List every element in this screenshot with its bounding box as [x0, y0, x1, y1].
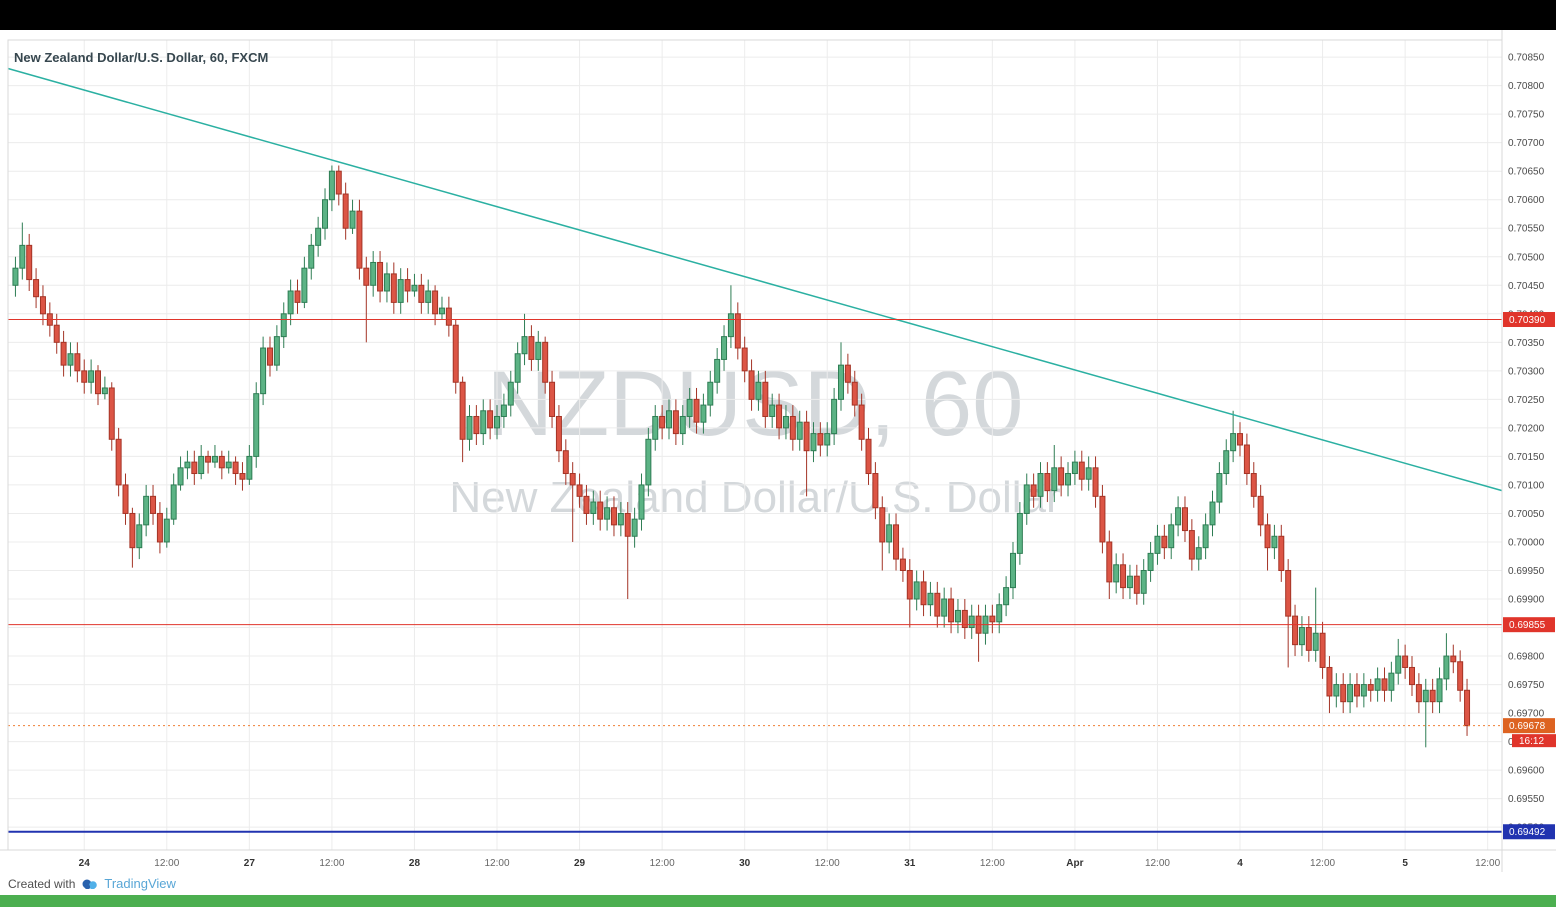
svg-text:0.70650: 0.70650 — [1508, 167, 1545, 178]
svg-text:12:00: 12:00 — [980, 858, 1005, 869]
created-with-label: Created with — [8, 876, 76, 891]
svg-text:27: 27 — [244, 858, 256, 869]
svg-text:0.70450: 0.70450 — [1508, 281, 1545, 292]
tradingview-brand-label: TradingView — [104, 876, 176, 891]
svg-text:5: 5 — [1402, 858, 1408, 869]
svg-text:Apr: Apr — [1066, 858, 1083, 869]
svg-text:0.70200: 0.70200 — [1508, 423, 1545, 434]
candlesticks[interactable] — [12, 165, 1471, 748]
price-chart-canvas[interactable]: NZDUSD, 60 New Zealand Dollar/U.S. Dollar… — [0, 30, 1556, 872]
descending-trendline[interactable] — [7, 67, 1503, 492]
svg-text:0.69700: 0.69700 — [1508, 709, 1545, 720]
svg-text:0.70600: 0.70600 — [1508, 195, 1545, 206]
svg-text:0.69550: 0.69550 — [1508, 794, 1545, 805]
chart-title: New Zealand Dollar/U.S. Dollar, 60, FXCM — [14, 50, 269, 65]
price-axis[interactable]: 0.70850 0.70800 0.70750 0.70700 0.70650 0.706… — [1508, 53, 1545, 834]
svg-text:0.69855: 0.69855 — [1509, 620, 1546, 631]
window-top-bar — [0, 0, 1556, 30]
svg-text:28: 28 — [409, 858, 421, 869]
svg-text:0.70100: 0.70100 — [1508, 480, 1545, 491]
svg-text:0.70390: 0.70390 — [1509, 315, 1546, 326]
svg-text:New Zealand Dollar/U.S. Dollar: New Zealand Dollar/U.S. Dollar — [449, 473, 1060, 522]
svg-text:0.70250: 0.70250 — [1508, 395, 1545, 406]
symbol-watermark: NZDUSD, 60 New Zealand Dollar/U.S. Dollar — [449, 353, 1060, 522]
svg-text:12:00: 12:00 — [815, 858, 840, 869]
svg-text:0.70150: 0.70150 — [1508, 452, 1545, 463]
svg-text:NZDUSD, 60: NZDUSD, 60 — [487, 353, 1024, 455]
svg-text:0.70300: 0.70300 — [1508, 366, 1545, 377]
grid — [8, 40, 1502, 850]
svg-text:0.70750: 0.70750 — [1508, 110, 1545, 121]
svg-text:0.70000: 0.70000 — [1508, 537, 1545, 548]
time-axis[interactable]: 24 12:00 27 12:00 28 12:00 29 12:00 30 12:00 31 12:… — [79, 858, 1501, 869]
svg-text:0.69750: 0.69750 — [1508, 680, 1545, 691]
svg-text:0.69800: 0.69800 — [1508, 652, 1545, 663]
svg-text:30: 30 — [739, 858, 751, 869]
svg-text:0.70850: 0.70850 — [1508, 53, 1545, 64]
footer: Created with TradingView — [0, 872, 1556, 895]
bar-countdown-badge — [1512, 734, 1556, 748]
svg-text:0.70550: 0.70550 — [1508, 224, 1545, 235]
svg-text:16:12: 16:12 — [1519, 736, 1544, 747]
tradingview-link[interactable]: TradingView — [80, 876, 176, 891]
svg-text:31: 31 — [904, 858, 916, 869]
svg-text:12:00: 12:00 — [484, 858, 509, 869]
svg-text:0.70350: 0.70350 — [1508, 338, 1545, 349]
tradingview-cloud-icon — [82, 879, 98, 889]
svg-text:0.70050: 0.70050 — [1508, 509, 1545, 520]
svg-text:12:00: 12:00 — [319, 858, 344, 869]
svg-text:0.70800: 0.70800 — [1508, 81, 1545, 92]
svg-text:12:00: 12:00 — [1475, 858, 1500, 869]
svg-text:0.70700: 0.70700 — [1508, 138, 1545, 149]
svg-text:12:00: 12:00 — [1145, 858, 1170, 869]
svg-text:0.69492: 0.69492 — [1509, 827, 1546, 838]
svg-text:4: 4 — [1237, 858, 1243, 869]
price-axis-badges: 0.70390 0.69855 0.69492 0.69678 16:12 — [1503, 312, 1556, 840]
svg-text:0.69950: 0.69950 — [1508, 566, 1545, 577]
svg-text:29: 29 — [574, 858, 586, 869]
svg-text:12:00: 12:00 — [650, 858, 675, 869]
svg-text:0.69900: 0.69900 — [1508, 595, 1545, 606]
svg-text:12:00: 12:00 — [1310, 858, 1335, 869]
bottom-green-bar — [0, 895, 1556, 907]
svg-text:12:00: 12:00 — [154, 858, 179, 869]
svg-text:24: 24 — [79, 858, 91, 869]
svg-text:0.70500: 0.70500 — [1508, 252, 1545, 263]
svg-text:0.69600: 0.69600 — [1508, 766, 1545, 777]
svg-text:0.69678: 0.69678 — [1509, 721, 1546, 732]
